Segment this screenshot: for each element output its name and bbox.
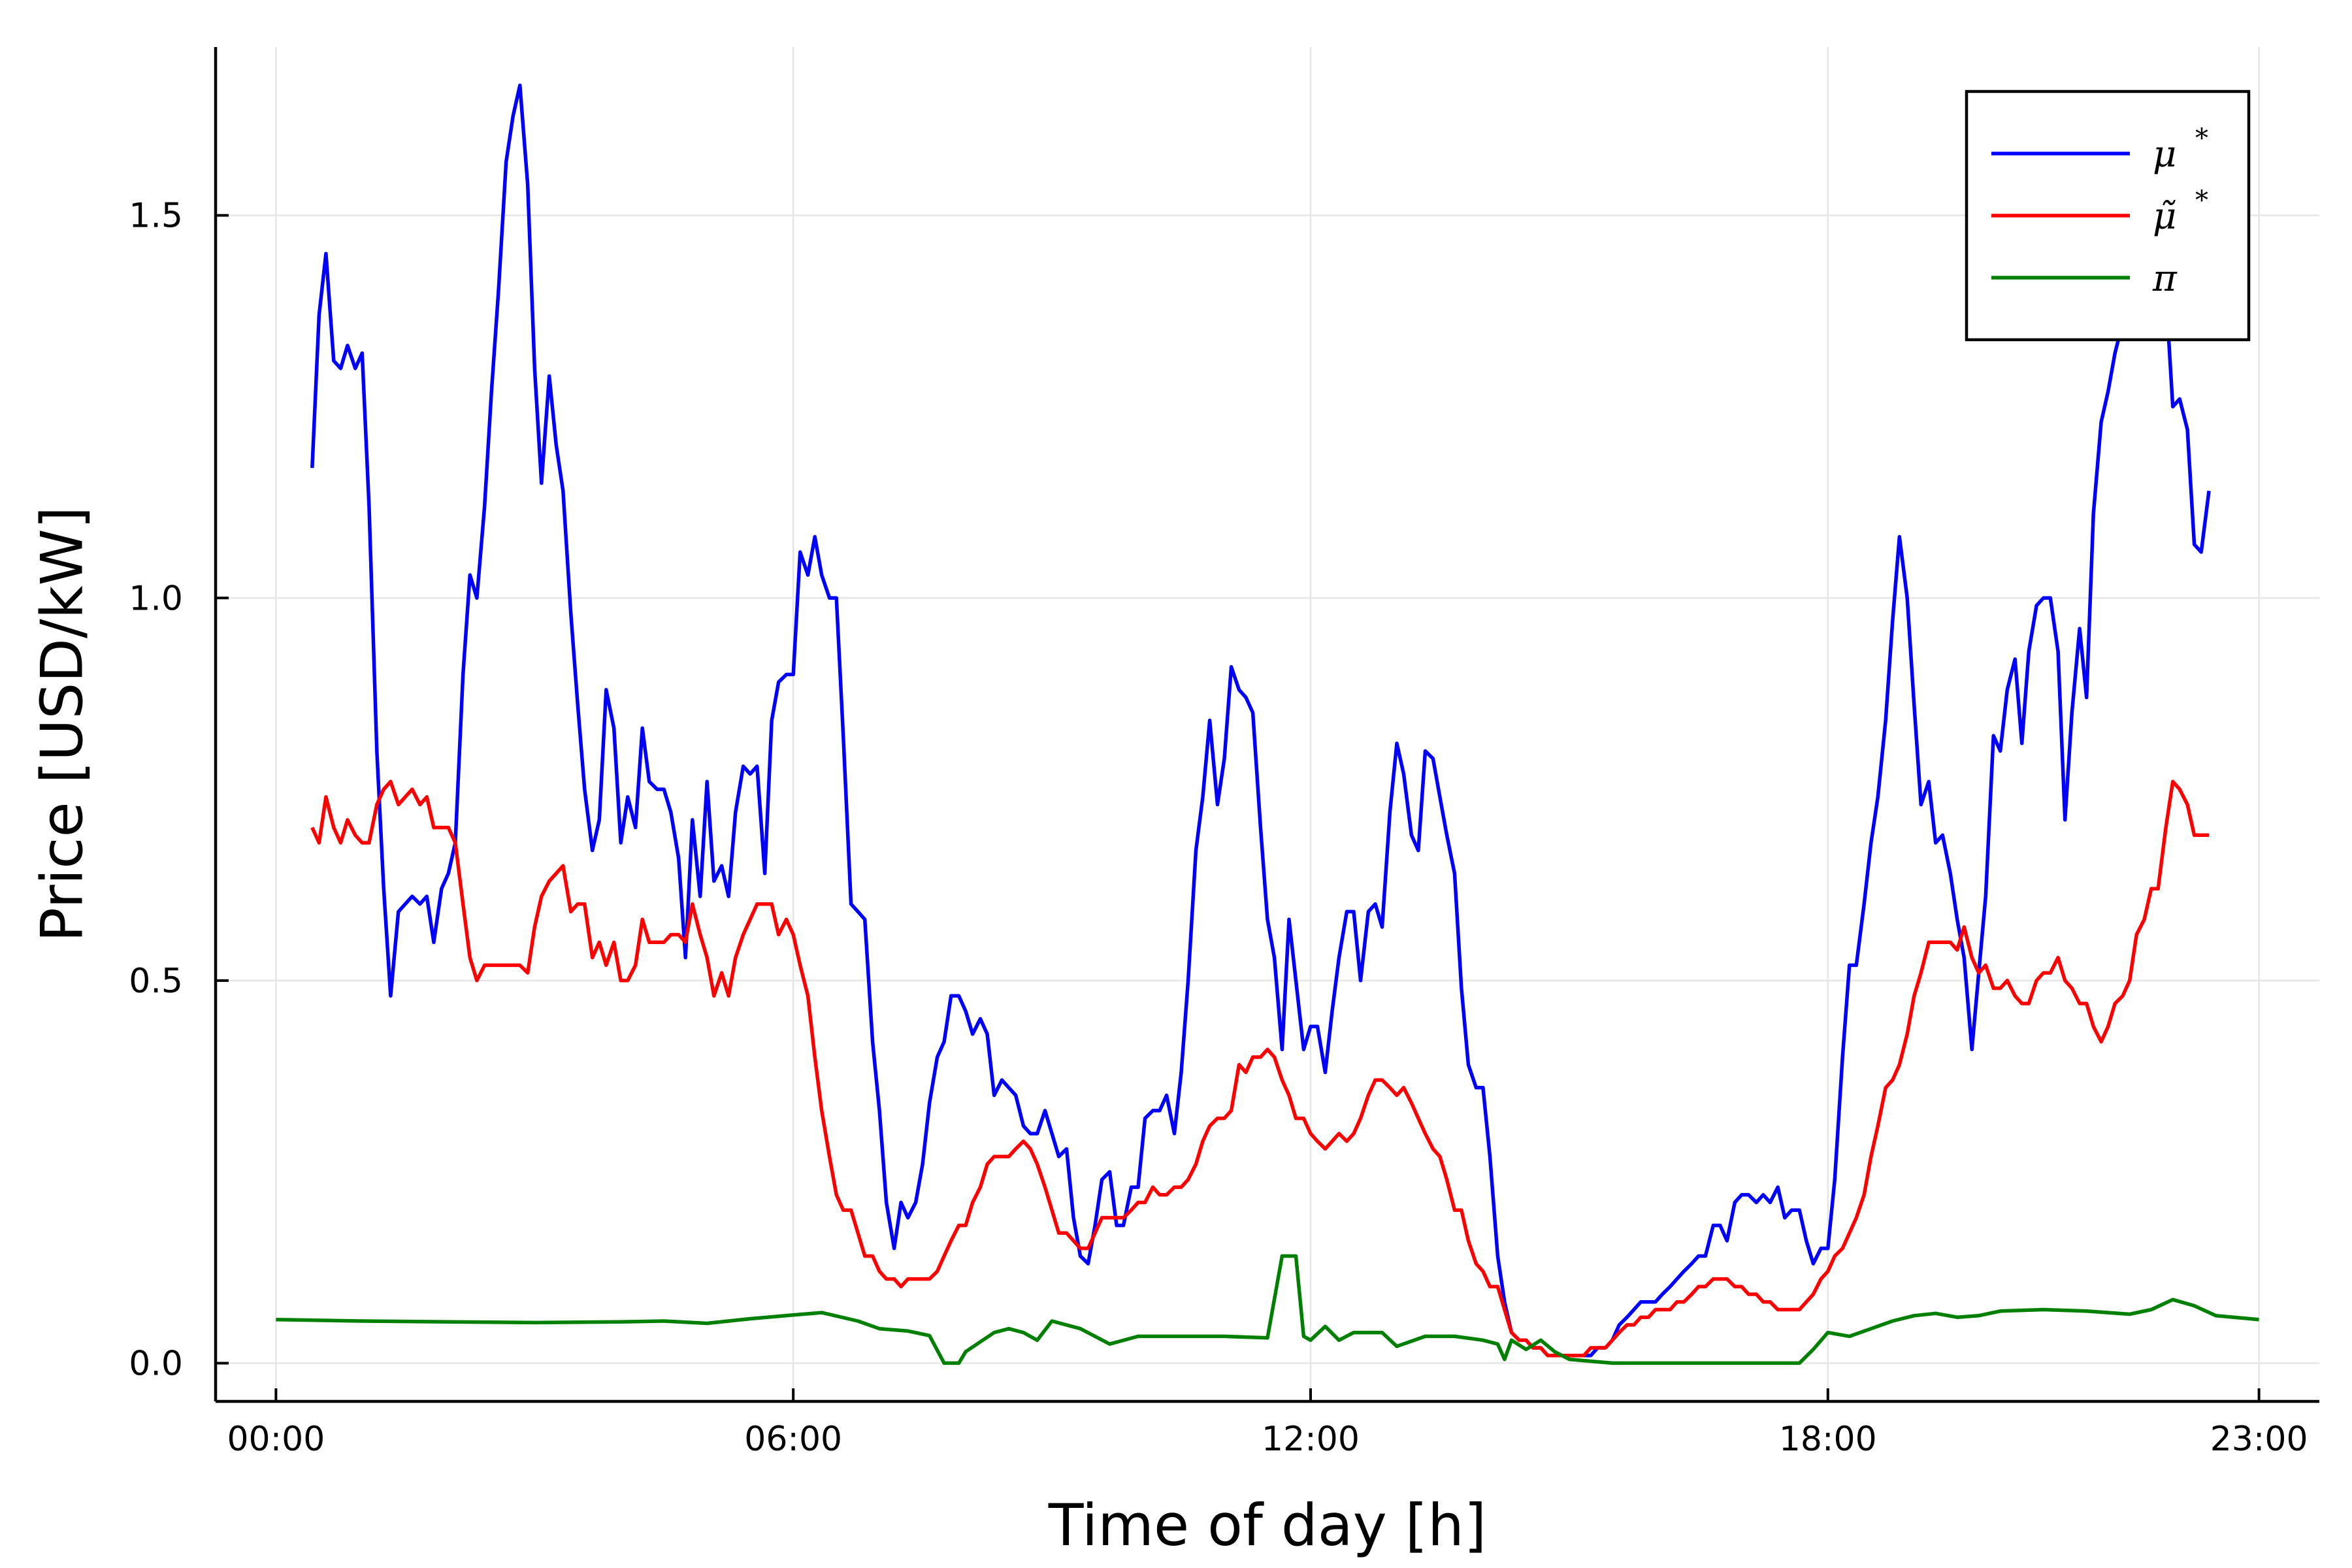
legend-label: μ̃ xyxy=(2153,195,2176,238)
y-axis-title: Price [USD/kW] xyxy=(29,506,96,942)
x-tick-label: 00:00 xyxy=(227,1420,325,1459)
x-tick-label: 18:00 xyxy=(1779,1420,1877,1459)
x-axis-title: Time of day [h] xyxy=(1048,1492,1486,1559)
x-tick-label: 12:00 xyxy=(1262,1420,1360,1459)
y-tick-label: 0.5 xyxy=(129,962,183,1001)
axes: 00:00 06:00 12:00 18:00 23:00 0.0 0.5 1.0 1.5 xyxy=(129,47,2319,1459)
legend-label: μ xyxy=(2153,133,2176,176)
y-tick-label: 1.5 xyxy=(129,197,183,236)
y-tick-label: 0.0 xyxy=(129,1344,183,1383)
series-line-2 xyxy=(276,1254,2259,1365)
plot-area xyxy=(276,83,2259,1365)
legend: μ * μ̃ * π xyxy=(1965,90,2251,342)
x-tick-label: 06:00 xyxy=(744,1420,842,1459)
y-tick-label: 1.0 xyxy=(129,579,183,618)
x-tick-label: 23:00 xyxy=(2210,1420,2308,1459)
legend-superscript: * xyxy=(2195,186,2208,216)
series-line-1 xyxy=(310,779,2210,1358)
legend-label: π xyxy=(2152,257,2178,300)
series-line-0 xyxy=(310,83,2211,1358)
legend-superscript: * xyxy=(2195,123,2208,154)
